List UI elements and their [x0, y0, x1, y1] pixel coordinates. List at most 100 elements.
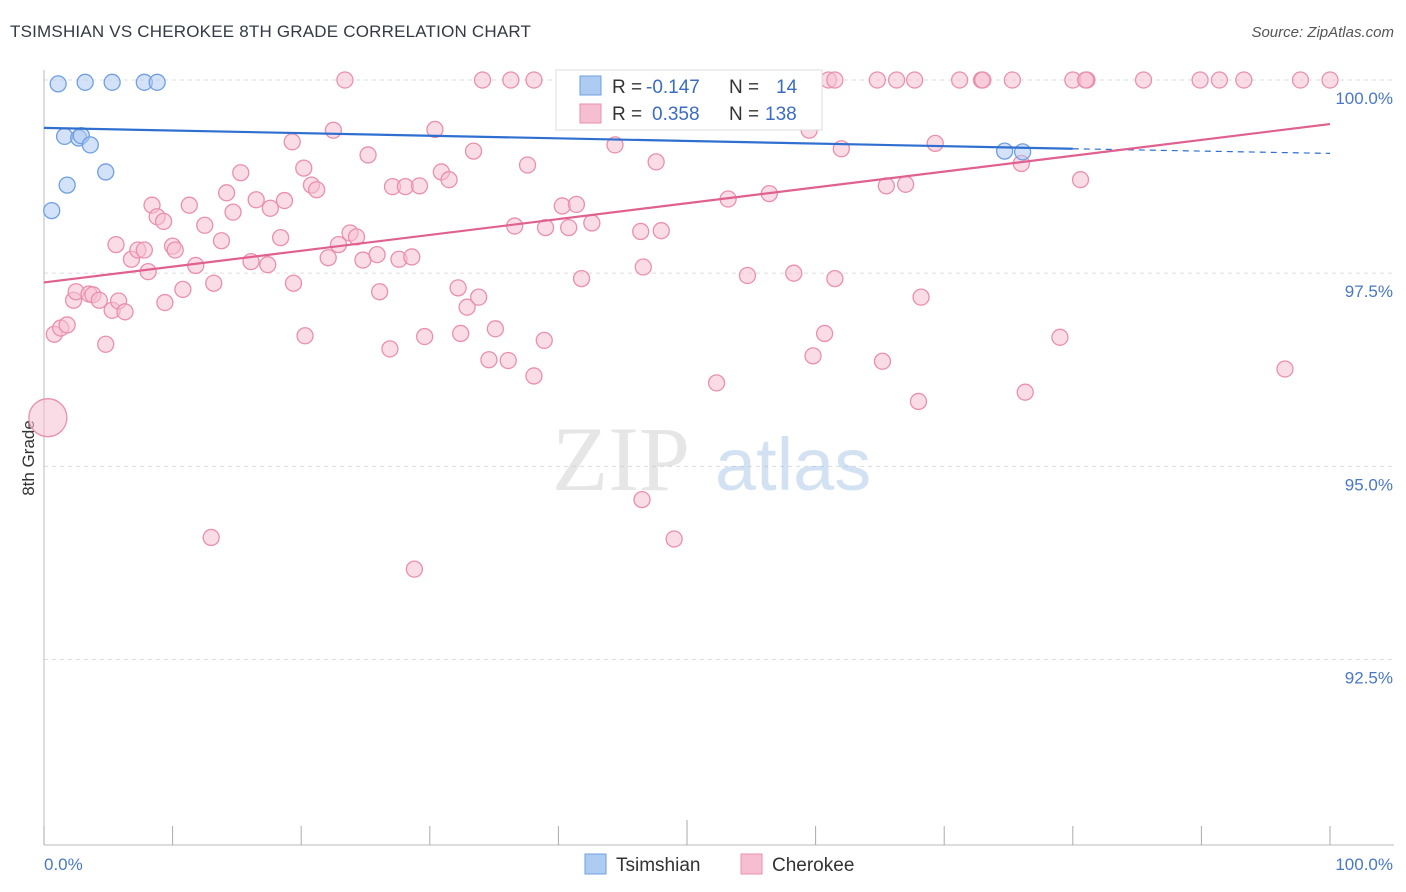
cherokee-point — [275, 191, 294, 210]
cherokee-point — [97, 335, 115, 353]
cherokee-point — [217, 184, 236, 202]
cherokee-point — [804, 347, 822, 365]
tsimshian-point — [43, 201, 61, 220]
cherokee-point — [324, 121, 343, 139]
cherokee-point — [632, 222, 650, 241]
legend-swatch-cherokee — [579, 103, 602, 124]
tsimshian-point — [49, 75, 67, 93]
trend-lines — [43, 122, 1331, 284]
legend-swatch-tsimshian — [579, 75, 602, 96]
x-ticks — [43, 820, 1331, 845]
cherokee-point — [180, 196, 198, 214]
cherokee-point — [647, 153, 665, 171]
cherokee-point — [518, 156, 537, 174]
tsimshian-trend-line — [43, 126, 1073, 150]
y-tick-label: 92.5% — [1345, 669, 1393, 688]
tsimshian-point — [1013, 143, 1032, 161]
cherokee-point — [166, 241, 184, 259]
axes — [43, 70, 1394, 846]
legend-n-label-0: N = — [729, 77, 759, 98]
cherokee-point — [224, 203, 242, 221]
y-tick-label: 95.0% — [1345, 475, 1393, 494]
cherokee-point — [634, 258, 652, 276]
cherokee-point — [826, 269, 844, 288]
cherokee-point — [1321, 71, 1339, 89]
cherokee-point — [1276, 360, 1294, 378]
cherokee-point — [815, 324, 834, 343]
cherokee-point — [583, 214, 601, 232]
cherokee-point — [261, 199, 279, 217]
cherokee-point — [665, 530, 683, 548]
cherokee-point — [116, 303, 134, 321]
cherokee-point — [887, 71, 906, 89]
legend-n-value-0: 14 — [776, 77, 798, 98]
cherokee-point — [307, 181, 326, 199]
cherokee-point — [440, 171, 458, 189]
cherokee-point — [452, 324, 470, 343]
cherokee-point — [232, 164, 250, 182]
cherokee-point — [525, 367, 543, 385]
legend-r-label-1: R = — [612, 104, 642, 125]
cherokee-point — [926, 134, 944, 153]
cherokee-point — [283, 133, 301, 151]
cherokee-point — [90, 291, 108, 309]
cherokee-point — [464, 142, 483, 160]
cherokee-point — [1291, 71, 1310, 89]
cherokee-point — [1003, 71, 1022, 89]
cherokee-point — [1016, 383, 1034, 401]
cherokee-point — [567, 195, 586, 214]
cherokee-point — [1071, 171, 1090, 189]
cherokee-point — [707, 374, 726, 392]
cherokee-point — [271, 228, 290, 247]
bottom-legend-swatch-tsimshian — [584, 853, 607, 875]
legend-r-value-1: 0.358 — [652, 104, 700, 125]
cherokee-point — [196, 216, 214, 234]
tsimshian-points — [43, 73, 1032, 220]
legend-box: R = -0.147 N = 14 R = 0.358 N = 138 — [555, 69, 823, 131]
cherokee-point — [525, 71, 543, 89]
cherokee-point — [912, 288, 930, 306]
cherokee-point — [974, 71, 992, 89]
cherokee-point — [896, 175, 915, 193]
cherokee-point — [139, 262, 157, 281]
tsimshian-point — [58, 176, 76, 194]
cherokee-point — [28, 398, 68, 438]
cherokee-point — [560, 218, 578, 237]
cherokee-point — [572, 269, 591, 288]
watermark-zip: ZIP — [552, 408, 690, 510]
cherokee-point — [205, 274, 223, 292]
cherokee-point — [154, 212, 173, 231]
cherokee-point — [909, 392, 928, 411]
cherokee-point — [449, 279, 467, 297]
cherokee-point — [873, 352, 892, 370]
cherokee-point — [368, 245, 386, 264]
tsimshian-point — [97, 163, 115, 181]
cherokee-point — [156, 293, 174, 312]
cherokee-point — [1210, 71, 1229, 89]
watermark-atlas: atlas — [715, 423, 871, 506]
cherokee-point — [58, 316, 76, 334]
cherokee-point — [1051, 328, 1069, 346]
cherokee-point — [259, 256, 277, 274]
cherokee-point — [1235, 71, 1253, 89]
cherokee-point — [319, 249, 337, 267]
cherokee-point — [480, 351, 498, 369]
legend-n-label-1: N = — [729, 104, 759, 125]
cherokee-point — [950, 71, 969, 89]
cherokee-point — [202, 528, 220, 547]
cherokee-point — [403, 248, 421, 266]
tsimshian-trend-extension — [1072, 148, 1331, 155]
cherokee-point — [284, 274, 303, 292]
cherokee-point — [553, 197, 571, 215]
cherokee-point — [359, 146, 377, 164]
cherokee-point — [458, 298, 476, 316]
cherokee-point — [868, 71, 886, 89]
cherokee-point — [499, 351, 517, 370]
x-tick-label-max: 100.0% — [1335, 855, 1393, 874]
bottom-legend-swatch-cherokee — [740, 853, 763, 875]
tsimshian-point — [148, 73, 166, 91]
cherokee-point — [174, 280, 192, 299]
cherokee-point — [738, 266, 757, 285]
cherokee-point — [212, 232, 231, 250]
tsimshian-point — [55, 127, 74, 146]
